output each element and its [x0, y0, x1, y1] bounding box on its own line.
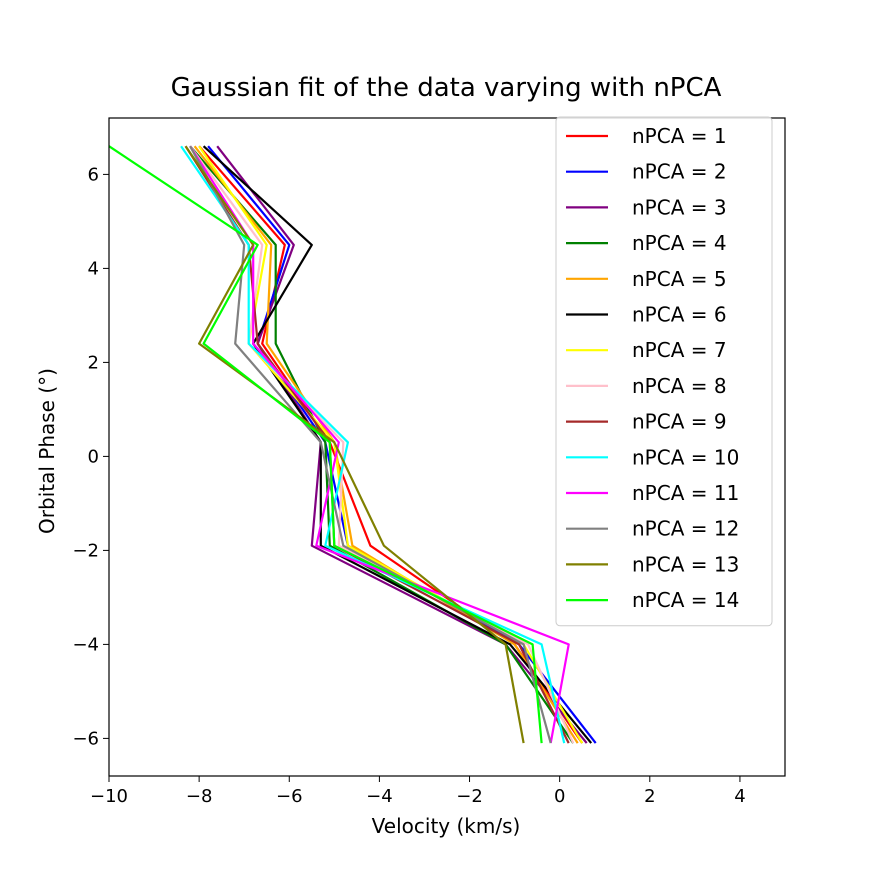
x-tick-label: 4 — [734, 786, 745, 807]
x-tick-label: −4 — [366, 786, 393, 807]
legend-label-npca-1: nPCA = 1 — [632, 124, 727, 148]
legend-label-npca-8: nPCA = 8 — [632, 374, 727, 398]
series-line-npca-8 — [189, 145, 575, 744]
series-layer — [108, 145, 597, 744]
series-line-npca-10 — [180, 145, 566, 744]
legend-label-npca-5: nPCA = 5 — [632, 267, 727, 291]
legend-label-npca-12: nPCA = 12 — [632, 517, 739, 541]
y-tick-label: 2 — [88, 352, 99, 373]
y-tick-label: 4 — [88, 258, 99, 279]
y-tick-label: −4 — [72, 634, 99, 655]
y-tick-label: 6 — [88, 164, 99, 185]
x-tick-label: −6 — [276, 786, 303, 807]
chart-title: Gaussian fit of the data varying with nP… — [171, 73, 722, 103]
legend-label-npca-10: nPCA = 10 — [632, 445, 739, 469]
legend-label-npca-9: nPCA = 9 — [632, 410, 727, 434]
legend-label-npca-6: nPCA = 6 — [632, 303, 727, 327]
x-tick-label: −10 — [90, 786, 128, 807]
legend-label-npca-3: nPCA = 3 — [632, 195, 727, 219]
x-tick-label: 0 — [554, 786, 565, 807]
series-line-npca-5 — [193, 145, 579, 744]
series-line-npca-2 — [207, 145, 597, 744]
y-tick-label: −2 — [72, 540, 99, 561]
legend-label-npca-13: nPCA = 13 — [632, 552, 739, 576]
x-tick-label: 2 — [644, 786, 655, 807]
x-axis-label: Velocity (km/s) — [372, 814, 521, 838]
legend-label-npca-11: nPCA = 11 — [632, 481, 739, 505]
y-axis-label: Orbital Phase (°) — [35, 368, 59, 534]
legend-label-npca-2: nPCA = 2 — [632, 160, 727, 184]
legend-label-npca-4: nPCA = 4 — [632, 231, 727, 255]
x-tick-label: −2 — [456, 786, 483, 807]
series-line-npca-13 — [184, 145, 525, 744]
series-line-npca-14 — [108, 145, 543, 744]
plot-frame — [108, 117, 786, 777]
legend-box — [555, 116, 773, 627]
legend: nPCA = 1 nPCA = 2 nPCA = 3 nPCA = 4 nPCA = 5… — [555, 116, 773, 627]
y-tick-label: 0 — [88, 446, 99, 467]
y-tick-label: −6 — [72, 728, 99, 749]
y-axis: −6 −4 −2 0 2 4 6 — [72, 164, 109, 749]
x-tick-label: −8 — [186, 786, 213, 807]
legend-label-npca-7: nPCA = 7 — [632, 338, 727, 362]
legend-label-npca-14: nPCA = 14 — [632, 588, 739, 612]
series-line-npca-12 — [189, 145, 552, 744]
x-axis: −10 −8 −6 −4 −2 0 2 4 — [90, 776, 746, 807]
